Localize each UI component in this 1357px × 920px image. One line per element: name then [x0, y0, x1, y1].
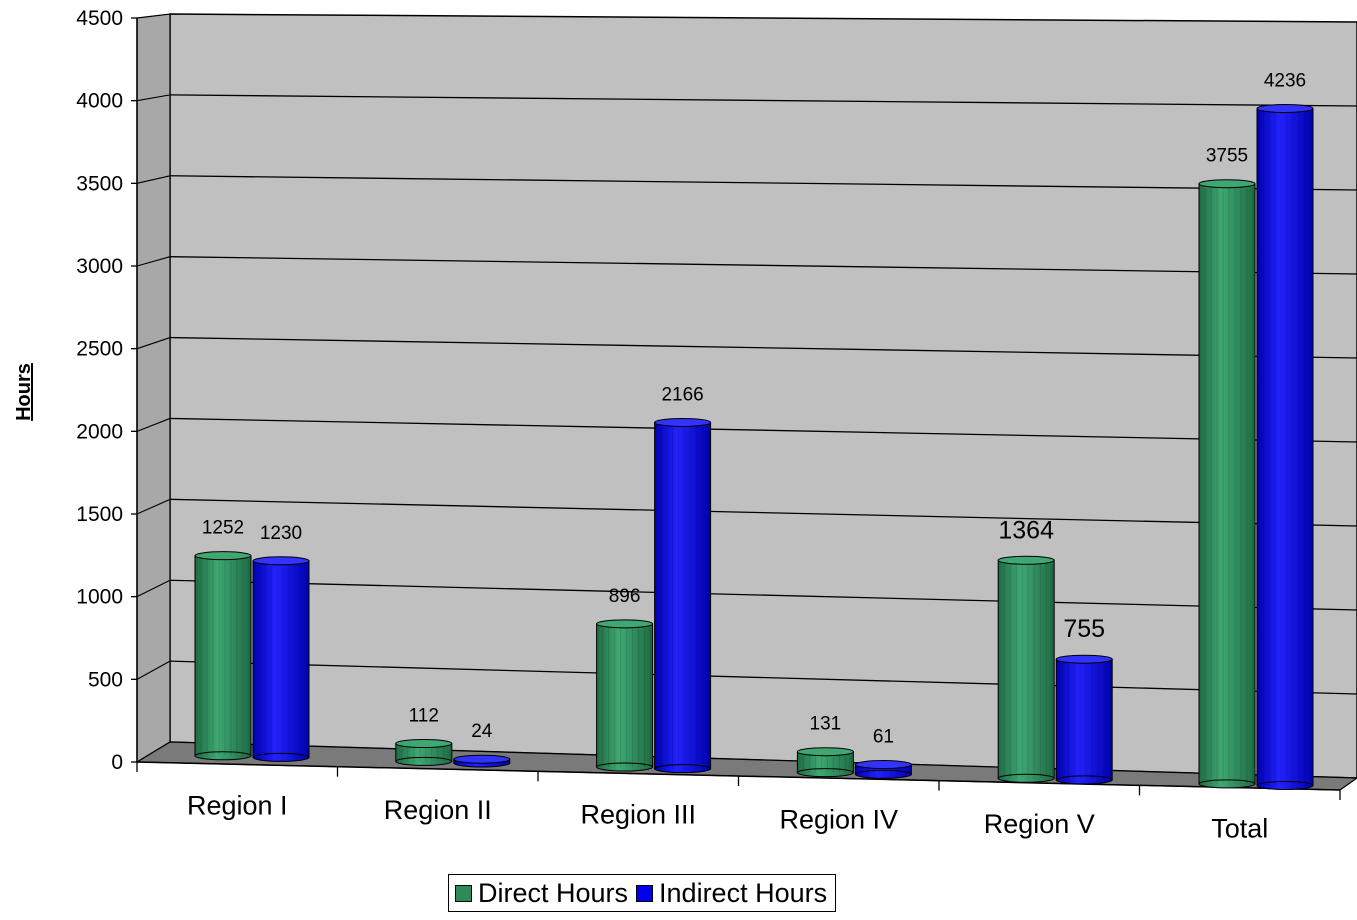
x-tick-label: Region I: [187, 790, 288, 820]
chart-side-wall: [136, 13, 171, 764]
y-tick-label: 500: [88, 668, 123, 691]
data-label: 896: [609, 586, 641, 607]
bar-top: [194, 551, 252, 561]
legend-item-indirect: Indirect Hours: [636, 878, 827, 909]
x-tick-label: Region V: [984, 809, 1095, 839]
gridline: [169, 256, 1357, 275]
gridline: [169, 498, 1357, 527]
gridline-side: [136, 579, 171, 598]
bar-direct: [596, 619, 654, 772]
bar-base: [997, 773, 1055, 783]
legend-label-indirect: Indirect Hours: [659, 877, 828, 908]
y-tick-label: 3500: [76, 172, 123, 195]
gridline-side: [136, 498, 171, 515]
bar-top: [997, 555, 1055, 565]
data-label: 131: [810, 714, 842, 735]
chart-back-wall: [169, 13, 1357, 779]
bar-body: [596, 623, 654, 768]
y-tick-label: 2000: [76, 420, 123, 443]
bar-body: [654, 421, 712, 770]
bar-top: [796, 747, 854, 757]
y-tick-label: 4500: [76, 7, 123, 30]
legend-swatch-direct: [455, 884, 472, 902]
y-tick-label: 3000: [76, 255, 123, 278]
legend-swatch-indirect: [636, 884, 654, 902]
gridline-side: [136, 175, 171, 184]
gridline-side: [136, 256, 171, 267]
bar-base: [654, 764, 712, 774]
y-tick-label: 1500: [76, 503, 123, 526]
gridline-side: [136, 660, 171, 680]
data-label: 3755: [1206, 146, 1248, 167]
gridline: [169, 417, 1357, 443]
bar-direct: [395, 739, 453, 766]
bar-body: [1055, 658, 1113, 781]
bar-top: [654, 417, 712, 427]
x-tick-label: Total: [1211, 814, 1268, 844]
y-axis-title: Hours: [13, 363, 35, 421]
bar-base: [1256, 781, 1314, 791]
data-label: 1252: [202, 518, 244, 539]
bar-top: [453, 754, 511, 764]
data-label: 24: [471, 721, 493, 742]
x-tick-label: Region II: [384, 795, 492, 825]
y-tick-label: 1000: [76, 586, 123, 609]
data-label: 4236: [1264, 70, 1306, 91]
bar-top: [1198, 179, 1256, 189]
bar-indirect: [854, 760, 912, 779]
y-tick-label: 0: [111, 751, 123, 774]
bar-top: [596, 619, 654, 629]
bar-top: [395, 739, 453, 749]
bar-direct: [796, 747, 854, 778]
bar-base: [252, 752, 310, 762]
bar-body: [1256, 107, 1314, 787]
data-label: 2166: [661, 384, 703, 405]
data-label: 1230: [260, 523, 302, 544]
y-tick-label: 4000: [76, 90, 123, 113]
gridline-side: [136, 94, 171, 102]
bar-body: [252, 560, 310, 758]
bar-indirect: [252, 556, 310, 762]
bar-top: [252, 556, 310, 566]
gridline: [169, 579, 1357, 611]
gridline: [169, 336, 1357, 359]
y-tick-label: 2500: [76, 338, 123, 361]
x-tick-label: Region III: [580, 800, 696, 830]
x-tick-label: Region IV: [779, 804, 898, 834]
bar-top: [1055, 654, 1113, 664]
gridline-side: [136, 337, 171, 350]
bar-indirect: [654, 417, 712, 774]
bar-base: [1055, 775, 1113, 785]
bar-indirect: [453, 754, 511, 768]
bar-base: [796, 768, 854, 778]
bar-base: [194, 751, 252, 761]
bar-top: [854, 760, 912, 770]
data-label: 61: [873, 727, 894, 748]
bar-top: [1256, 103, 1314, 113]
legend-item-direct: Direct Hours: [455, 878, 628, 909]
bar-base: [1198, 779, 1256, 789]
gridline: [169, 660, 1357, 695]
bar-direct: [1198, 179, 1256, 789]
gridline: [169, 94, 1357, 107]
bar-base: [854, 769, 912, 779]
gridline: [169, 175, 1357, 191]
bar-indirect: [1256, 103, 1314, 791]
data-label: 755: [1063, 615, 1105, 643]
legend-label-direct: Direct Hours: [478, 877, 629, 908]
data-label: 1364: [998, 516, 1054, 544]
bar-direct: [997, 555, 1055, 783]
chart-legend: Direct Hours Indirect Hours: [448, 874, 837, 912]
bar-indirect: [1055, 654, 1113, 785]
bar-base: [395, 756, 453, 766]
gridline-side: [136, 417, 171, 432]
bar-base: [596, 762, 654, 772]
bar-direct: [194, 551, 252, 761]
data-label: 112: [409, 706, 439, 727]
